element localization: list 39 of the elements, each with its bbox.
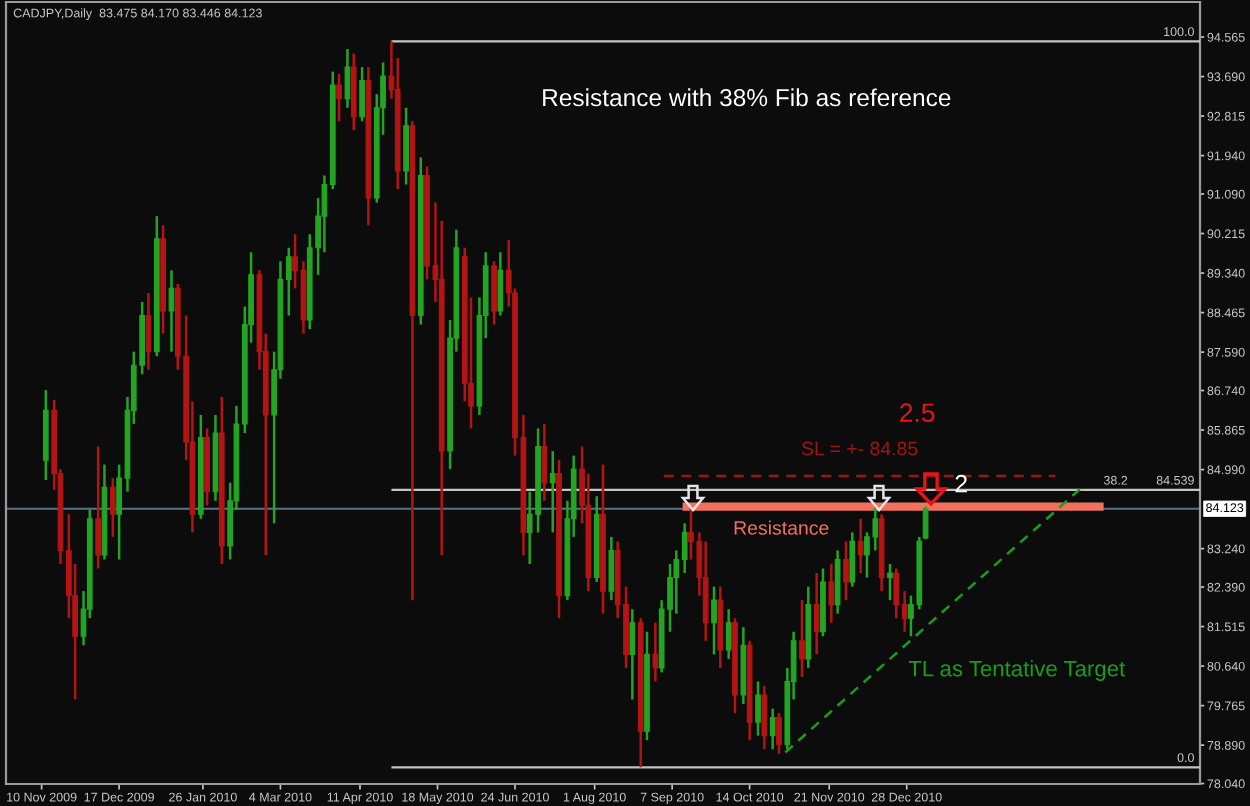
candlestick xyxy=(761,684,768,751)
candlestick xyxy=(887,562,893,602)
candlestick xyxy=(497,251,504,317)
candlestick xyxy=(549,449,556,534)
candlestick xyxy=(145,291,152,371)
candlestick xyxy=(491,260,497,326)
annotation: 2.5 xyxy=(900,403,935,423)
candlestick xyxy=(652,621,659,683)
candlestick xyxy=(359,65,365,123)
candlestick xyxy=(857,517,864,575)
candlestick xyxy=(769,707,776,751)
candlestick xyxy=(725,607,732,661)
candlestick xyxy=(711,585,717,656)
series-label: TL as Tentative Target xyxy=(908,660,1126,681)
candlestick xyxy=(168,269,175,353)
candlestick xyxy=(776,711,782,755)
candlestick xyxy=(799,598,805,679)
text: Resistance with 38% Fib as reference xyxy=(543,88,951,107)
series-label: SL = +- 84.85 xyxy=(801,441,918,456)
candlestick xyxy=(702,540,709,643)
candlestick xyxy=(828,562,835,624)
candlestick xyxy=(541,422,548,502)
candlestick xyxy=(109,476,116,539)
candlestick xyxy=(336,72,342,123)
candlestick xyxy=(834,549,841,615)
candlestick xyxy=(403,106,409,186)
candlestick xyxy=(755,680,761,737)
candlestick xyxy=(344,47,351,109)
candlestick xyxy=(843,540,849,602)
annotation: 2 xyxy=(955,474,967,493)
candlestick xyxy=(95,445,102,570)
candlestick xyxy=(629,607,636,701)
candlestick xyxy=(893,567,900,620)
candlestick xyxy=(849,531,856,588)
series-label: Resistance xyxy=(734,520,829,535)
candlestick xyxy=(608,535,615,602)
candlestick xyxy=(872,505,879,552)
candlestick xyxy=(681,522,688,575)
candlestick xyxy=(813,571,820,656)
